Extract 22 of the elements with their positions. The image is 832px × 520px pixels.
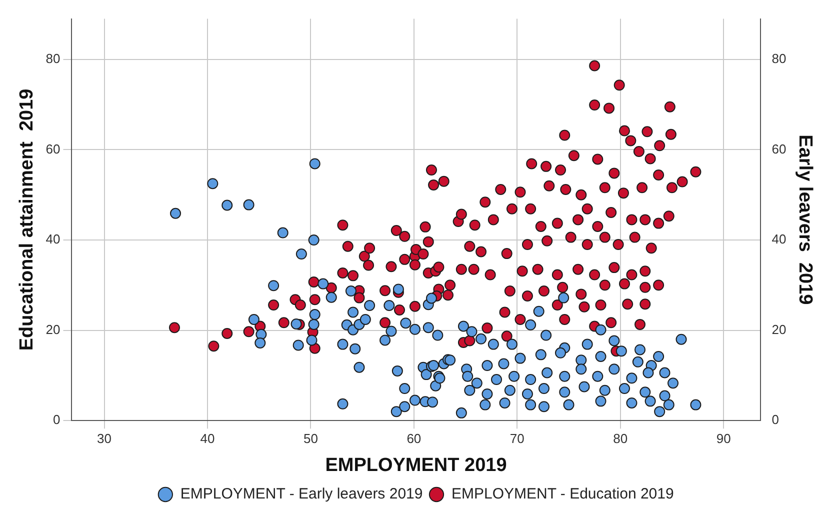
- legend-label: EMPLOYMENT - Education 2019: [451, 486, 674, 503]
- x-tick-label: 30: [97, 430, 112, 446]
- x-tick-label: 60: [406, 430, 422, 446]
- y2-axis-title: Early leavers 2019: [794, 134, 816, 305]
- y-tick-label: 20: [46, 322, 60, 337]
- x-tick-label: 80: [613, 430, 628, 446]
- x-tick-label: 70: [510, 430, 524, 446]
- x-tick-label: 40: [200, 430, 215, 446]
- y-tick-label: 80: [46, 51, 60, 66]
- y2-tick-label: 0: [772, 412, 779, 428]
- y-tick-label: 0: [53, 412, 60, 428]
- x-tick-label: 90: [716, 430, 731, 446]
- y2-tick-label: 80: [772, 51, 786, 66]
- y-tick-label: 60: [46, 141, 60, 156]
- y2-tick-label: 40: [772, 232, 786, 247]
- x-axis-title: EMPLOYMENT 2019: [325, 454, 507, 476]
- y2-tick-label: 20: [772, 322, 786, 337]
- x-tick-label: 50: [303, 430, 318, 446]
- legend-label: EMPLOYMENT - Early leavers 2019: [180, 486, 423, 503]
- y2-tick-label: 60: [772, 141, 786, 156]
- y-tick-label: 40: [46, 232, 60, 247]
- y-axis-title: Educational attainment 2019: [16, 88, 38, 351]
